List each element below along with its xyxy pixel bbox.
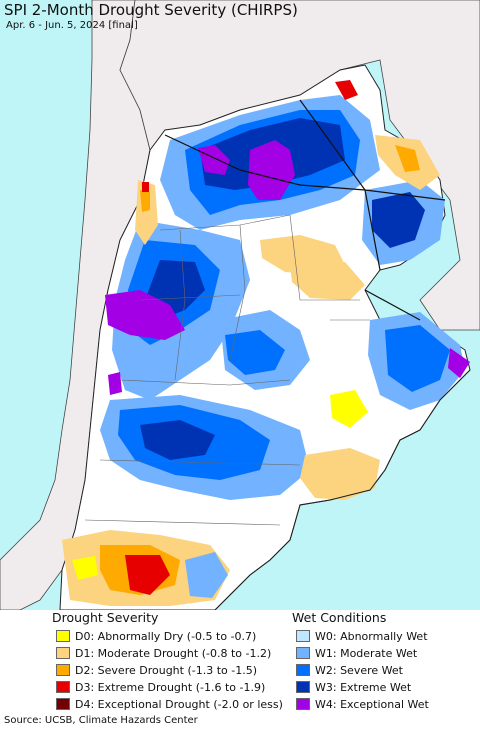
- drought-legend-label: D2: Severe Drought (-1.3 to -1.5): [75, 663, 258, 677]
- drought-legend-item: D3: Extreme Drought (-1.6 to -1.9): [56, 679, 265, 695]
- wet-legend-label: W4: Exceptional Wet: [315, 697, 429, 711]
- wet-legend-swatch: [296, 681, 310, 693]
- atlantic-coast: [214, 369, 471, 610]
- wet-legend-item: W2: Severe Wet: [296, 662, 403, 678]
- drought-d0-central: [330, 390, 368, 428]
- wet-legend-swatch: [296, 664, 310, 676]
- drought-map: SPI 2-Month Drought Severity (CHIRPS) Ap…: [0, 0, 480, 610]
- wet-legend-item: W0: Abnormally Wet: [296, 628, 428, 644]
- map-title: SPI 2-Month Drought Severity (CHIRPS): [4, 1, 298, 19]
- wet-legend-swatch: [296, 630, 310, 642]
- wet-w1-patagonia: [185, 552, 228, 598]
- land-northeast: [119, 0, 480, 331]
- drought-d0-patagonia: [72, 556, 98, 580]
- legend: Drought Severity D0: Abnormally Dry (-0.…: [0, 610, 480, 712]
- wet-legend-label: W2: Severe Wet: [315, 663, 403, 677]
- drought-d3-patagonia: [125, 555, 170, 595]
- wet-w4-east: [448, 348, 470, 378]
- drought-legend-item: D0: Abnormally Dry (-0.5 to -0.7): [56, 628, 256, 644]
- drought-legend-swatch: [56, 681, 70, 693]
- drought-legend-label: D4: Exceptional Drought (-2.0 or less): [75, 697, 283, 711]
- map-subtitle: Apr. 6 - Jun. 5, 2024 [final]: [6, 20, 138, 31]
- wet-legend-label: W3: Extreme Wet: [315, 680, 412, 694]
- drought-legend-swatch: [56, 664, 70, 676]
- wet-legend-swatch: [296, 647, 310, 659]
- drought-d3-n: [335, 80, 358, 100]
- drought-legend-item: D2: Severe Drought (-1.3 to -1.5): [56, 662, 257, 678]
- drought-d1-south: [300, 448, 380, 500]
- drought-legend-swatch: [56, 698, 70, 710]
- wet-w4-west: [105, 290, 185, 340]
- wet-legend-item: W4: Exceptional Wet: [296, 696, 429, 712]
- wet-legend-swatch: [296, 698, 310, 710]
- wet-w4-north-2: [198, 145, 230, 175]
- wet-legend-label: W0: Abnormally Wet: [315, 629, 428, 643]
- source-credit: Source: UCSB, Climate Hazards Center: [4, 715, 198, 726]
- wet-legend-item: W1: Moderate Wet: [296, 645, 417, 661]
- wet-w3-south: [140, 420, 215, 460]
- drought-legend-item: D1: Moderate Drought (-0.8 to -1.2): [56, 645, 271, 661]
- wet-w2-central: [225, 330, 285, 375]
- map-canvas: [0, 0, 480, 610]
- drought-legend-label: D1: Moderate Drought (-0.8 to -1.2): [75, 646, 272, 660]
- drought-legend-label: D0: Abnormally Dry (-0.5 to -0.7): [75, 629, 257, 643]
- drought-legend-item: D4: Exceptional Drought (-2.0 or less): [56, 696, 283, 712]
- wet-w3-ne: [372, 192, 425, 248]
- country-borders: [164, 99, 446, 321]
- drought-legend-label: D3: Extreme Drought (-1.6 to -1.9): [75, 680, 266, 694]
- drought-legend-swatch: [56, 647, 70, 659]
- wet-legend-label: W1: Moderate Wet: [315, 646, 418, 660]
- drought-d3-west: [142, 182, 149, 192]
- wet-legend-item: W3: Extreme Wet: [296, 679, 411, 695]
- wet-w2-east: [385, 325, 450, 392]
- wet-legend-heading: Wet Conditions: [292, 610, 387, 625]
- drought-d2-west: [140, 190, 150, 212]
- wet-w4-west-2: [108, 372, 122, 395]
- drought-d2-ne: [395, 145, 420, 172]
- drought-legend-swatch: [56, 630, 70, 642]
- wet-w4-north: [248, 140, 295, 200]
- drought-legend-heading: Drought Severity: [52, 610, 159, 625]
- drought-d1-central-2: [290, 262, 365, 300]
- province-borders: [84, 214, 370, 526]
